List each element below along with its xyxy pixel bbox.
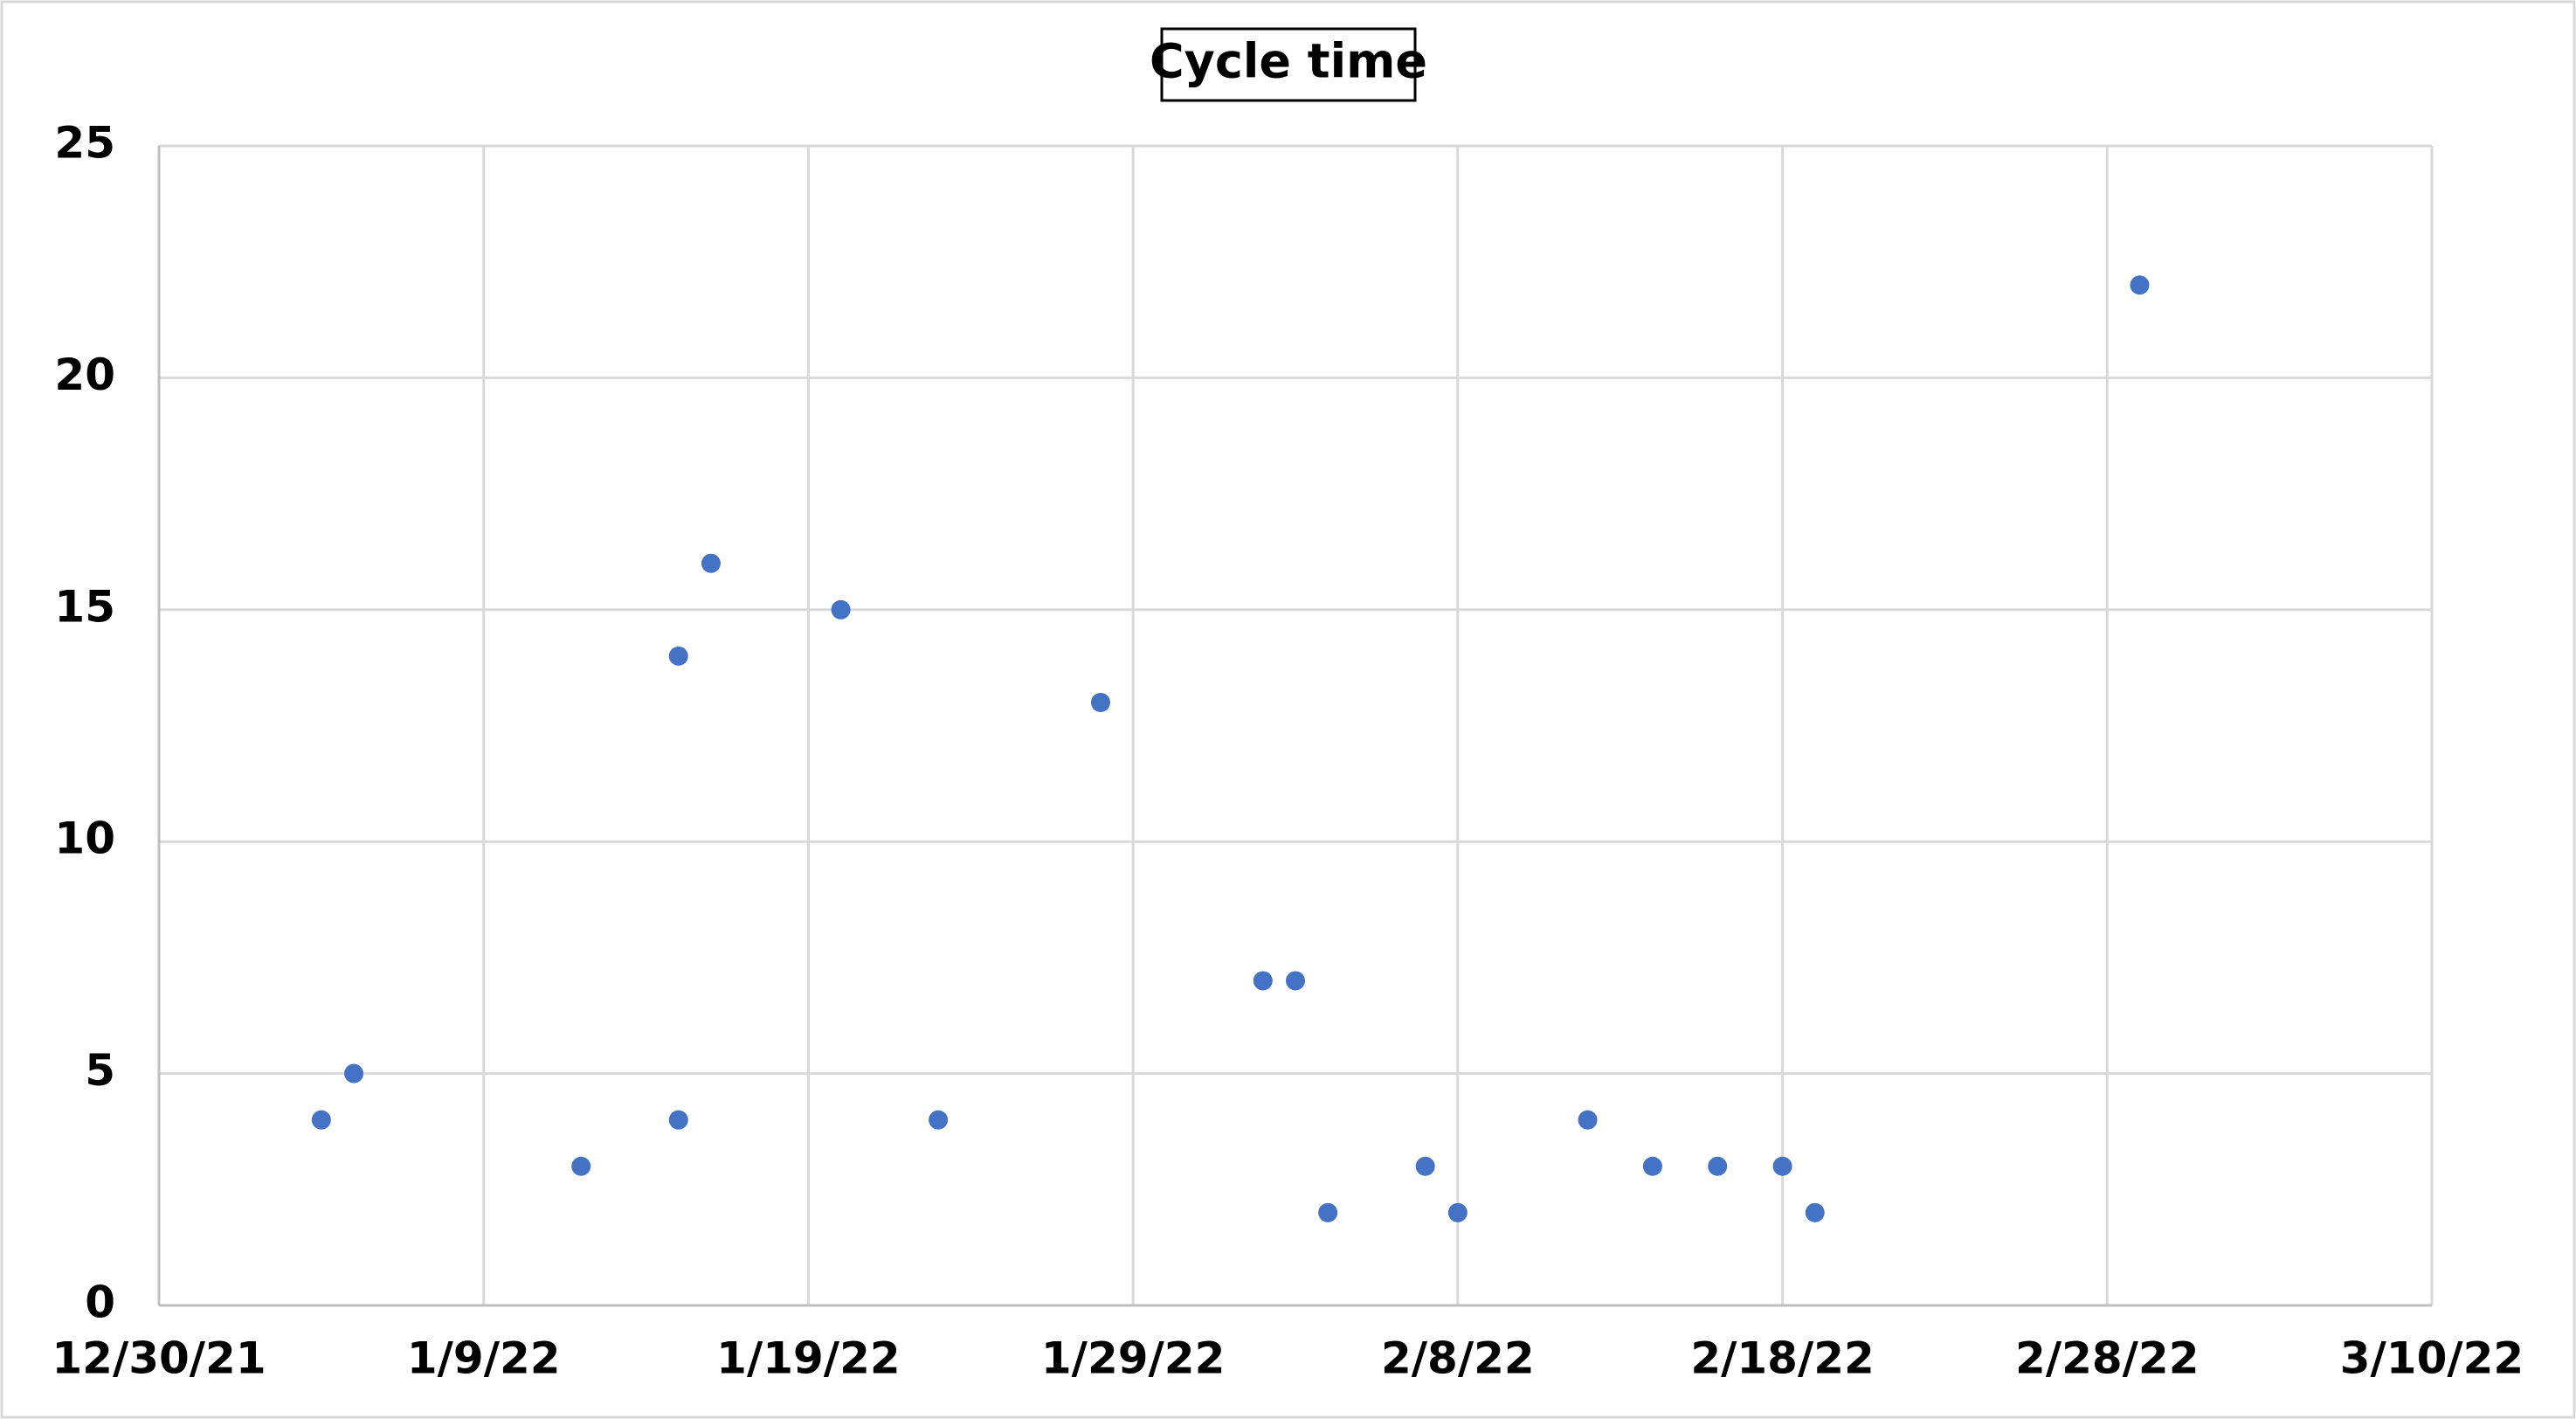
data-point bbox=[668, 1110, 688, 1130]
x-tick-label: 2/18/22 bbox=[1690, 1333, 1874, 1384]
data-point bbox=[1708, 1156, 1728, 1176]
data-point bbox=[1415, 1156, 1435, 1176]
x-tick-label: 1/29/22 bbox=[1041, 1333, 1225, 1384]
data-point bbox=[831, 599, 851, 620]
y-tick-label: 25 bbox=[54, 118, 115, 169]
y-tick-label: 15 bbox=[54, 581, 115, 632]
x-tick-label: 1/19/22 bbox=[716, 1333, 900, 1384]
x-tick-label: 2/8/22 bbox=[1381, 1333, 1535, 1384]
chart-title: Cycle time bbox=[1150, 34, 1427, 89]
data-point bbox=[311, 1110, 331, 1130]
data-point bbox=[668, 646, 688, 666]
data-point bbox=[1318, 1202, 1338, 1222]
x-tick-label: 1/9/22 bbox=[407, 1333, 561, 1384]
y-tick-label: 5 bbox=[85, 1045, 115, 1096]
title-box bbox=[1160, 27, 1417, 102]
data-point bbox=[1090, 692, 1110, 712]
data-point bbox=[571, 1156, 591, 1176]
y-tick-label: 0 bbox=[85, 1277, 115, 1328]
data-point bbox=[344, 1063, 364, 1083]
data-point bbox=[1253, 971, 1273, 991]
x-tick-label: 12/30/21 bbox=[52, 1333, 266, 1384]
data-point bbox=[1578, 1110, 1598, 1130]
data-point bbox=[701, 553, 721, 573]
data-point bbox=[2130, 275, 2150, 295]
y-tick-label: 20 bbox=[54, 350, 115, 400]
data-point bbox=[1805, 1202, 1825, 1222]
data-point bbox=[929, 1110, 949, 1130]
y-tick-label: 10 bbox=[54, 813, 115, 864]
data-point bbox=[1286, 971, 1305, 991]
x-tick-label: 3/10/22 bbox=[2340, 1333, 2524, 1384]
data-point bbox=[1447, 1202, 1468, 1222]
data-point bbox=[1642, 1156, 1662, 1176]
data-point bbox=[1772, 1156, 1792, 1176]
x-tick-label: 2/28/22 bbox=[2015, 1333, 2199, 1384]
